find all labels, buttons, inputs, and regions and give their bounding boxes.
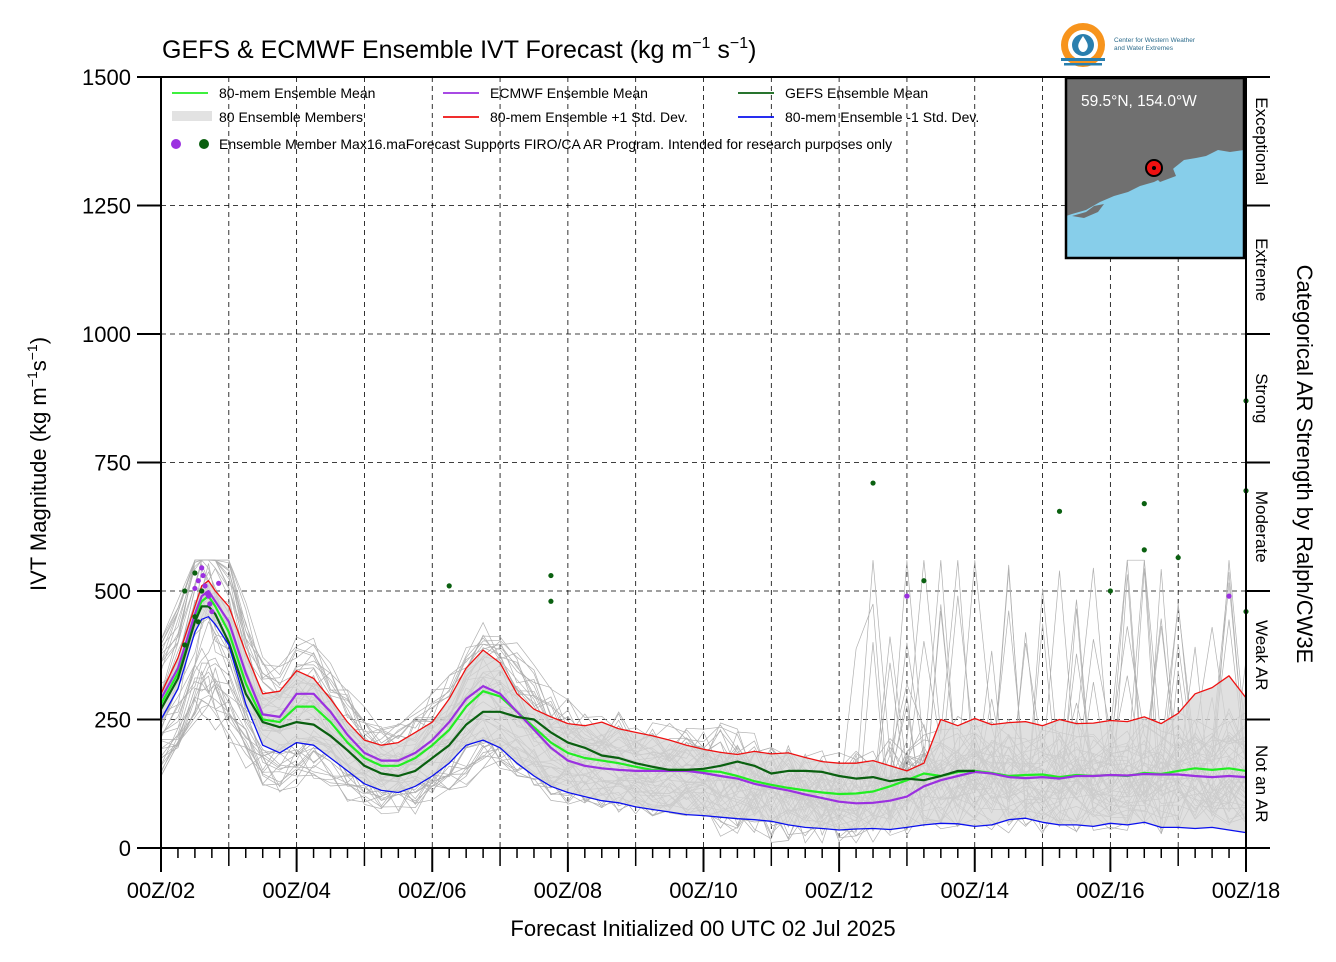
ecmwf-member-max-dot [207, 601, 213, 607]
ecmwf-member-max-dot [209, 608, 215, 615]
gefs-member-max-dot [182, 642, 188, 648]
y-tick-label: 500 [94, 579, 131, 604]
x-tick-label: 00Z/02 [127, 878, 196, 903]
legend-label: 80-mem Ensemble -1 Std. Dev. [785, 109, 979, 125]
legend-label: ECMWF Ensemble Mean [490, 85, 648, 101]
category-label: Moderate [1252, 491, 1271, 563]
y-tick-label: 1000 [82, 322, 131, 347]
x-tick-label: 00Z/16 [1076, 878, 1145, 903]
legend-label: 80 Ensemble Members [219, 109, 363, 125]
gefs-member-max-dot [195, 619, 201, 625]
ecmwf-member-max-dot [200, 572, 206, 579]
legend-label: GEFS Ensemble Mean [785, 85, 928, 101]
x-tick-label: 00Z/18 [1212, 878, 1281, 903]
gefs-member-max-dot [1175, 554, 1181, 561]
cw3e-logo: Center for Western Weather and Water Ext… [1061, 23, 1196, 67]
legend-label: 80-mem Ensemble +1 Std. Dev. [490, 109, 688, 125]
disclaimer-text: 16.maForecast Supports FIRO/CA AR Progra… [367, 136, 892, 152]
category-label: Weak AR [1252, 620, 1271, 691]
category-label: Not an AR [1252, 745, 1271, 823]
legend-dot-ecmwf [171, 139, 181, 149]
ecmwf-member-max-dot [1226, 593, 1232, 599]
series-gefs-ensemble-mean [160, 605, 975, 783]
gefs-member-max-dot [446, 583, 452, 589]
x-axis-label: Forecast Initialized 00 UTC 02 Jul 2025 [510, 916, 895, 941]
gefs-member-max-dot [921, 578, 927, 584]
x-tick-label: 00Z/14 [941, 878, 1010, 903]
logo-text-line2: and Water Extremes [1114, 45, 1174, 52]
ecmwf-member-max-dot [205, 593, 212, 599]
y-tick-label: 1500 [82, 65, 131, 90]
tick-labels: 0 250 500 750 1000 1250 1500 00Z/02 00Z/04 00Z/06… [82, 65, 1280, 903]
category-labels: Not an AR Weak AR Moderate Strong Extreme Exc… [1252, 97, 1271, 822]
gefs-member-max-dot [1056, 508, 1063, 514]
x-tick-label: 00Z/08 [534, 878, 603, 903]
gefs-member-max-dot [870, 480, 876, 486]
logo-text-line1: Center for Western Weather [1114, 37, 1196, 44]
series-lines [160, 580, 1247, 834]
y-tick-label: 1250 [82, 194, 131, 219]
x-tick-label: 00Z/06 [398, 878, 467, 903]
map-land [1066, 78, 1244, 216]
category-label: Extreme [1252, 238, 1271, 301]
chart-title: GEFS & ECMWF Ensemble IVT Forecast (kg m… [162, 35, 756, 64]
gefs-member-max-dot [199, 588, 205, 594]
gefs-member-max-dot [1141, 501, 1147, 507]
y-axis-label: IVT Magnitude (kg m−1s−1) [24, 337, 51, 591]
gefs-member-max-dot [548, 598, 554, 604]
ecmwf-member-max-dot [216, 580, 222, 586]
x-tick-label: 00Z/10 [669, 878, 738, 903]
y-tick-label: 0 [119, 836, 131, 861]
legend-label: 80-mem Ensemble Mean [219, 85, 375, 101]
legend-dot-gefs [199, 139, 209, 149]
gefs-member-max-dot [182, 588, 188, 594]
location-map: 59.5°N, 154.0°W [1064, 76, 1246, 260]
std-dev-shading [161, 580, 1246, 833]
legend: 80-mem Ensemble Mean ECMWF Ensemble Mean G… [171, 85, 979, 152]
y-tick-label: 750 [94, 451, 131, 476]
gefs-member-max-dot [1141, 547, 1147, 553]
series-80-mem-ensemble-1-std-dev [160, 616, 1247, 834]
ecmwf-member-max-dot [904, 593, 910, 599]
ecmwf-member-max-dot [199, 565, 205, 571]
member-max-dots [182, 398, 1249, 648]
ecmwf-member-max-dot [195, 578, 201, 584]
ecmwf-member-max-dot [192, 585, 198, 592]
gefs-member-max-dot [192, 614, 198, 620]
map-location-label: 59.5°N, 154.0°W [1081, 93, 1197, 110]
gefs-member-max-dot [1107, 588, 1113, 594]
gefs-member-max-dot [192, 570, 198, 576]
series-80-mem-ensemble-1-std-dev [160, 580, 1247, 772]
gefs-member-max-dot [548, 572, 554, 579]
legend-member-max-text: Ensemble Member Max [219, 136, 367, 152]
y-tick-label: 250 [94, 708, 131, 733]
right-axis-label: Categorical AR Strength by Ralph/CW3E [1292, 265, 1317, 664]
std-dev-band [161, 580, 1246, 833]
x-tick-label: 00Z/12 [805, 878, 874, 903]
legend-label-member-max: Ensemble Member Max16.maForecast Support… [219, 136, 892, 152]
x-tick-label: 00Z/04 [262, 878, 331, 903]
category-label: Exceptional [1252, 97, 1271, 185]
ecmwf-member-max-dot [202, 583, 208, 589]
category-label: Strong [1252, 373, 1271, 423]
